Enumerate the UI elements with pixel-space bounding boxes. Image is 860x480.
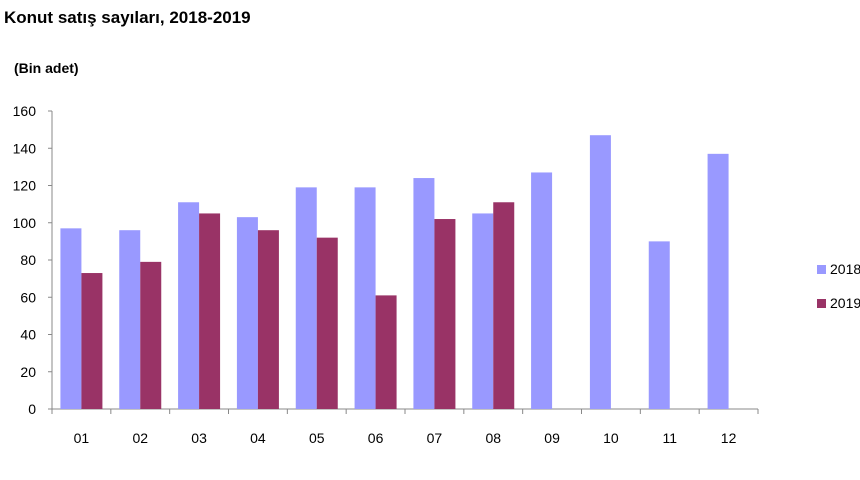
bar-2018-02: [119, 230, 141, 409]
bar-2019-02: [140, 261, 162, 409]
x-tick-label: 03: [191, 430, 207, 446]
y-axis-unit-label: (Bin adet): [14, 60, 79, 76]
bar-2018-12: [707, 153, 729, 409]
x-tick-label: 09: [544, 430, 560, 446]
bar-2018-09: [531, 172, 553, 409]
x-tick-label: 10: [603, 430, 619, 446]
bar-2019-06: [375, 295, 397, 409]
x-tick-label: 11: [662, 430, 677, 446]
bar-2018-03: [178, 202, 200, 409]
chart-title: Konut satış sayıları, 2018-2019: [4, 8, 251, 27]
x-tick-label: 12: [721, 430, 737, 446]
x-tick-label: 02: [132, 430, 148, 446]
bar-2018-05: [295, 187, 317, 409]
bar-2019-04: [257, 230, 279, 409]
bar-2018-10: [589, 135, 611, 409]
bar-2018-07: [413, 178, 435, 409]
bar-2019-07: [434, 219, 456, 409]
bar-2018-08: [472, 213, 494, 409]
y-tick-label: 40: [20, 327, 36, 343]
x-tick-label: 08: [485, 430, 501, 446]
x-tick-label: 06: [368, 430, 384, 446]
y-tick-label: 80: [20, 252, 36, 268]
bar-2019-08: [493, 202, 515, 409]
bar-2018-06: [354, 187, 376, 409]
bar-2019-05: [316, 237, 338, 409]
y-tick-label: 20: [20, 364, 36, 380]
x-tick-label: 01: [74, 430, 90, 446]
bar-2019-01: [81, 273, 103, 409]
y-tick-label: 140: [13, 140, 37, 156]
y-tick-label: 160: [13, 103, 37, 119]
x-tick-label: 04: [250, 430, 266, 446]
bar-2019-03: [199, 213, 221, 409]
bar-2018-01: [60, 228, 82, 409]
y-tick-label: 100: [13, 215, 37, 231]
x-tick-label: 07: [427, 430, 443, 446]
bar-2018-04: [236, 217, 258, 409]
legend-swatch-2019: [817, 299, 826, 308]
bar-2018-11: [648, 241, 670, 409]
legend-swatch-2018: [817, 265, 826, 274]
x-tick-label: 05: [309, 430, 325, 446]
y-tick-label: 0: [28, 401, 36, 417]
legend-label-2019: 2019: [830, 295, 860, 311]
y-tick-label: 60: [20, 289, 36, 305]
legend-label-2018: 2018: [830, 261, 860, 277]
y-tick-label: 120: [13, 178, 37, 194]
